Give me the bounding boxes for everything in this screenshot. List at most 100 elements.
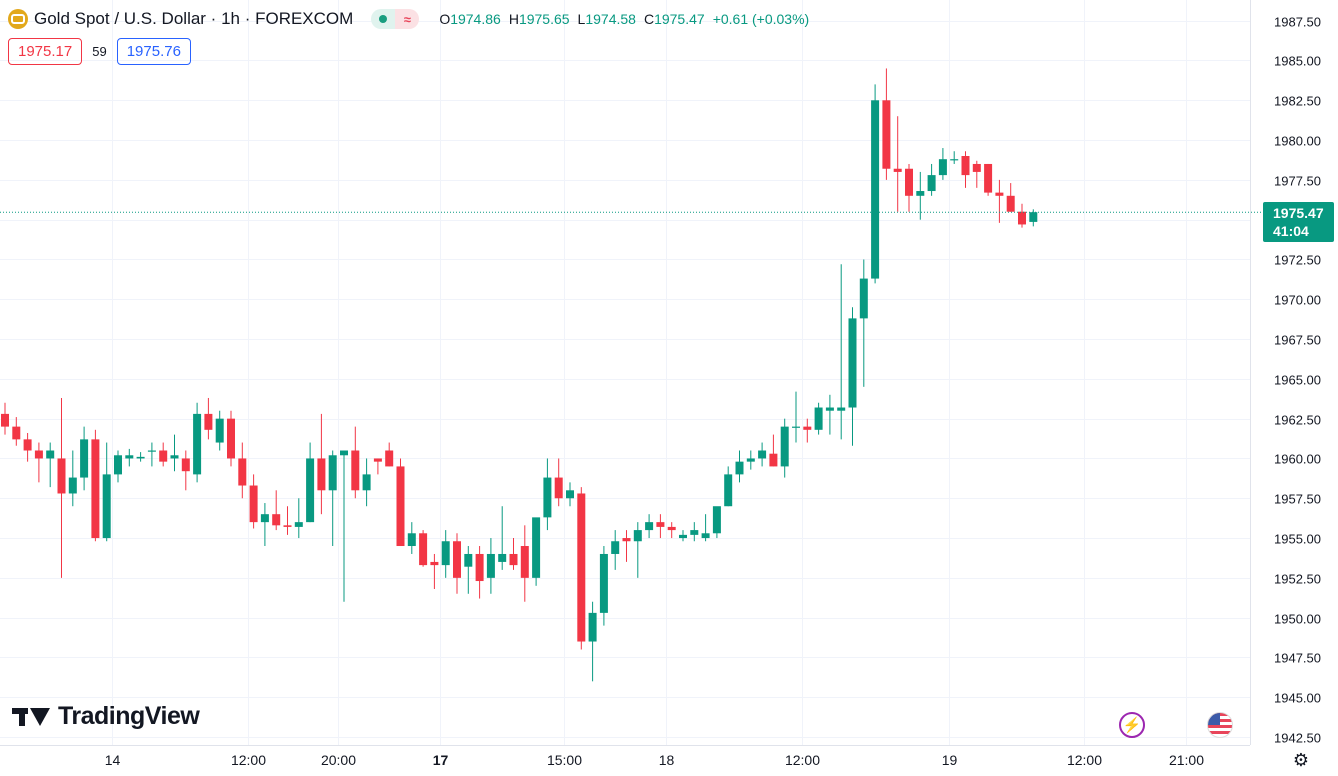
candle-down (283, 506, 292, 535)
candle-body (159, 450, 168, 462)
candle-body (656, 522, 665, 527)
candle-body (46, 450, 55, 459)
price-axis[interactable]: 1942.50 1945.00 1947.50 1950.00 1952.50 1955.… (1274, 15, 1321, 746)
tradingview-logo[interactable]: TradingView (12, 702, 200, 731)
price-tick-label: 1955.00 (1274, 532, 1321, 547)
candle-body (294, 522, 303, 527)
candle-down (238, 442, 247, 499)
candle-up (690, 522, 699, 542)
candle-body (938, 159, 947, 176)
close-value: 1975.47 (654, 11, 705, 27)
candle-up (1029, 209, 1038, 227)
close-label: C (643, 11, 655, 27)
gear-icon[interactable]: ⚙ (1292, 749, 1310, 770)
candle-body (125, 455, 134, 459)
candle-body (746, 458, 755, 462)
candle-down (882, 68, 891, 180)
candle-up (340, 450, 348, 602)
bolt-icon[interactable]: ⚡ (1119, 712, 1145, 738)
candle-up (566, 482, 574, 507)
candle-body (769, 453, 778, 467)
candle-down (91, 429, 100, 542)
candle-down (961, 151, 970, 188)
bar-countdown: 41:04 (1273, 223, 1309, 239)
candle-body (486, 553, 495, 578)
sell-button[interactable]: 1975.17 (8, 38, 83, 65)
trade-buttons: 1975.17 59 1975.76 (8, 38, 191, 65)
buy-button[interactable]: 1975.76 (116, 38, 191, 65)
candle-up (328, 450, 337, 547)
candle-down (667, 522, 676, 539)
us-flag-icon[interactable] (1207, 712, 1233, 738)
candle-down (769, 434, 778, 467)
candle-body (317, 458, 326, 491)
candle-body (147, 450, 156, 452)
time-axis[interactable]: 14 12:00 20:00 17 15:00 18 12:00 19 12:00 21:00 (105, 752, 1205, 768)
candle-up (792, 391, 800, 443)
price-tick-label: 1957.50 (1274, 492, 1321, 507)
candle-up (611, 530, 620, 570)
candles (1, 68, 1038, 682)
status-pill[interactable]: ≈ (371, 9, 420, 29)
candle-body (373, 458, 382, 462)
time-tick-label: 12:00 (1067, 752, 1102, 768)
candle-body (882, 100, 891, 169)
candle-up (814, 402, 823, 435)
candle-up (543, 458, 552, 531)
candle-body (758, 450, 767, 459)
price-tick-label: 1970.00 (1274, 293, 1321, 308)
price-tick-label: 1945.00 (1274, 691, 1321, 706)
symbol-title[interactable]: Gold Spot / U.S. Dollar · 1h · FOREXCOM (34, 9, 354, 28)
candle-body (464, 553, 473, 567)
candle-up (486, 538, 495, 594)
low-label: L (577, 11, 586, 27)
price-tick-label: 1960.00 (1274, 452, 1321, 467)
candle-down (453, 533, 461, 594)
price-tick-label: 1942.50 (1274, 731, 1321, 746)
candle-up (724, 466, 733, 507)
candle-body (283, 525, 292, 527)
candle-body (249, 485, 258, 523)
candle-up (441, 530, 450, 578)
candle-down (12, 417, 21, 446)
grid-lines (0, 0, 1250, 745)
candle-down (181, 450, 190, 491)
candle-down (34, 442, 43, 483)
candle-up (306, 442, 315, 523)
candle-up (46, 442, 55, 488)
candle-body (577, 493, 586, 642)
candle-up (645, 514, 654, 539)
candle-body (509, 553, 518, 566)
candle-down (23, 432, 32, 462)
price-tick-label: 1987.50 (1274, 15, 1321, 30)
candle-body (12, 426, 21, 440)
candle-body (193, 413, 202, 475)
price-tick-label: 1967.50 (1274, 333, 1321, 348)
chart-legend: Gold Spot / U.S. Dollar · 1h · FOREXCOM … (8, 8, 809, 30)
candle-body (645, 522, 654, 531)
candle-up (68, 450, 77, 507)
candle-down (509, 538, 518, 570)
candle-up (950, 151, 959, 164)
candle-body (724, 474, 733, 507)
candle-body (893, 168, 902, 172)
price-tick-label: 1972.50 (1274, 253, 1321, 268)
candle-up (871, 84, 880, 284)
candle-up (837, 264, 846, 440)
candle-up (633, 522, 642, 578)
candle-down (396, 458, 405, 547)
candle-body (328, 455, 337, 491)
candle-up (848, 307, 857, 446)
time-tick-label: 12:00 (785, 752, 820, 768)
market-open-icon (371, 9, 396, 29)
candle-body (1018, 211, 1026, 225)
candle-body (306, 458, 315, 523)
candle-body (1006, 195, 1015, 212)
candle-body (340, 450, 348, 456)
high-value: 1975.65 (518, 11, 570, 27)
candle-body (215, 418, 224, 443)
candle-up (114, 450, 122, 483)
candle-body (362, 474, 371, 491)
candle-body (622, 538, 631, 542)
